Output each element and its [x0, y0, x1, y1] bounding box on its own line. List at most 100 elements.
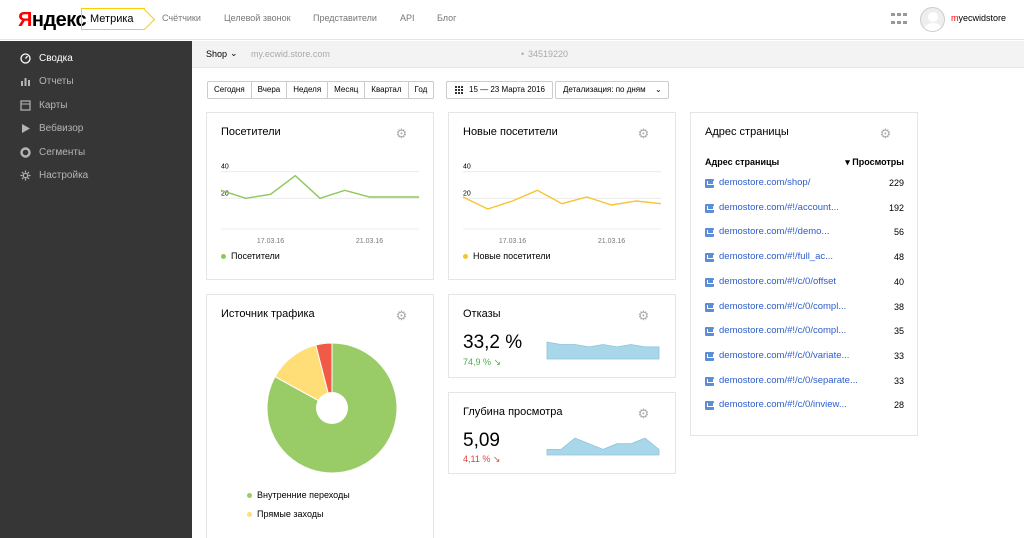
- widget-title: Новые посетители: [463, 126, 558, 138]
- page-url-link[interactable]: demostore.com/#!/demo...: [719, 226, 830, 238]
- nav-representatives[interactable]: Представители: [313, 13, 377, 23]
- gear-icon[interactable]: ⚙: [395, 126, 408, 141]
- sidebar-item-segments[interactable]: Сегменты: [0, 141, 192, 163]
- detail-label: Детализация: по дням: [563, 85, 646, 94]
- page-views-value: 35: [893, 326, 904, 337]
- column-header-views[interactable]: ▾ Просмотры: [845, 157, 904, 167]
- y-tick-label: 20: [221, 190, 229, 197]
- gear-icon[interactable]: ⚙: [395, 308, 408, 323]
- external-link-icon[interactable]: [705, 277, 714, 287]
- page-url-link[interactable]: demostore.com/#!/full_ac...: [719, 251, 834, 263]
- date-range-button[interactable]: 15 — 23 Марта 2016: [446, 81, 553, 99]
- gear-icon[interactable]: ⚙: [879, 126, 892, 141]
- chart-legend: Посетители: [221, 251, 280, 261]
- page-url-link[interactable]: demostore.com/#!/c/0/inview...: [719, 399, 847, 411]
- period-quarter[interactable]: Квартал: [365, 82, 409, 98]
- donut-hole: [316, 392, 348, 424]
- table-row[interactable]: demostore.com/#!/c/0/inview... 28: [705, 399, 904, 413]
- gear-icon[interactable]: ⚙: [637, 406, 650, 421]
- sidebar-item-settings[interactable]: Настройка: [0, 164, 192, 186]
- table-row[interactable]: demostore.com/#!/full_ac... 48: [705, 251, 904, 265]
- chart-legend-item: Прямые заходы: [247, 509, 323, 519]
- chevron-down-icon[interactable]: ⌄: [230, 48, 238, 58]
- table-header: Адрес страницы ▾ Просмотры: [705, 157, 904, 167]
- breadcrumb: Shop ⌄ my.ecwid.store.com • 34519220: [192, 41, 1024, 68]
- external-link-icon[interactable]: [705, 228, 714, 238]
- widget-title: Адрес страницы: [705, 126, 789, 138]
- external-link-icon[interactable]: [705, 401, 714, 411]
- page-url-link[interactable]: demostore.com/#!/account...: [719, 201, 839, 213]
- sidebar-item-maps[interactable]: Карты: [0, 94, 192, 116]
- sidebar-item-label: Настройка: [39, 169, 89, 181]
- product-tag-metrika[interactable]: Метрика: [81, 8, 145, 30]
- sidebar-item-webvisor[interactable]: Вебвизор: [0, 117, 192, 139]
- external-link-icon[interactable]: [705, 351, 714, 361]
- sidebar-item-label: Вебвизор: [39, 122, 84, 134]
- external-link-icon[interactable]: [705, 253, 714, 263]
- avatar[interactable]: [920, 7, 945, 32]
- counter-selector[interactable]: Shop: [206, 49, 228, 59]
- table-row[interactable]: demostore.com/#!/c/0/variate... 33: [705, 350, 904, 364]
- external-link-icon[interactable]: [705, 327, 714, 337]
- chart-legend: Новые посетители: [463, 251, 551, 261]
- pie-slice[interactable]: [315, 342, 333, 409]
- period-month[interactable]: Месяц: [328, 82, 366, 98]
- nav-api[interactable]: API: [400, 13, 415, 23]
- new-visitors-line-chart: 40 20 17.03.16 21.03.16: [462, 164, 662, 245]
- table-row[interactable]: demostore.com/#!/account... 192: [705, 202, 904, 216]
- page-url-link[interactable]: demostore.com/shop/: [719, 177, 811, 188]
- sparkline-area: [546, 437, 660, 456]
- calendar-icon: [455, 86, 464, 94]
- gear-icon[interactable]: ⚙: [637, 126, 650, 141]
- period-today[interactable]: Сегодня: [208, 82, 252, 98]
- pie-slice[interactable]: [266, 342, 398, 474]
- external-link-icon[interactable]: [705, 203, 714, 213]
- bounce-sparkline: [546, 341, 660, 360]
- yandex-logo[interactable]: Яндекс: [18, 9, 87, 32]
- metric-delta: 4,11 % ↘: [463, 454, 501, 464]
- table-row[interactable]: demostore.com/#!/c/0/separate... 33: [705, 375, 904, 389]
- chevron-down-icon: ⌄: [654, 85, 662, 94]
- detail-dropdown[interactable]: Детализация: по дням ⌄: [555, 81, 669, 99]
- legend-label: Посетители: [231, 251, 280, 261]
- table-row[interactable]: demostore.com/#!/demo... 56: [705, 226, 904, 240]
- period-year[interactable]: Год: [414, 85, 428, 94]
- page-url-link[interactable]: demostore.com/#!/c/0/offset: [719, 275, 837, 287]
- page-url-link[interactable]: demostore.com/#!/c/0/compl...: [719, 325, 847, 337]
- visitors-line-chart: 40 20 17.03.16 21.03.16: [220, 164, 419, 245]
- widget-title: Отказы: [463, 308, 501, 320]
- external-link-icon[interactable]: [705, 302, 714, 312]
- external-link-icon[interactable]: [705, 376, 714, 386]
- username[interactable]: myecwidstore: [951, 13, 1006, 23]
- apps-grid-icon[interactable]: [891, 13, 907, 26]
- period-yesterday[interactable]: Вчера: [252, 82, 288, 98]
- nav-call-tracking[interactable]: Целевой звонок: [224, 13, 291, 23]
- sidebar-item-reports[interactable]: Отчеты: [0, 70, 192, 92]
- table-row[interactable]: demostore.com/#!/c/0/compl... 38: [705, 301, 904, 315]
- map-icon: [19, 99, 31, 111]
- sidebar-item-summary[interactable]: Сводка: [0, 47, 192, 69]
- table-row[interactable]: demostore.com/shop/229: [705, 177, 904, 191]
- table-row[interactable]: demostore.com/#!/c/0/offset 40: [705, 276, 904, 290]
- page-url-link[interactable]: demostore.com/#!/c/0/separate...: [719, 374, 858, 386]
- nav-counters[interactable]: Счётчики: [162, 13, 201, 23]
- column-header-address[interactable]: Адрес страницы: [705, 157, 780, 167]
- page-views-value: 33: [893, 350, 904, 361]
- widget-new-visitors: Новые посетители ⚙ 40 20 17.03.16 21.03.16 …: [448, 112, 676, 280]
- page-url-link[interactable]: demostore.com/#!/c/0/compl...: [719, 300, 847, 312]
- gear-icon[interactable]: ⚙: [637, 308, 650, 323]
- widget-traffic-source: Источник трафика ⚙ Внутренние переходы П…: [206, 294, 434, 538]
- legend-dot: [463, 253, 468, 259]
- period-week[interactable]: Неделя: [287, 82, 329, 98]
- widget-visitors: Посетители ⚙ 40 20 17.03.16 21.03.16 Посети…: [206, 112, 434, 280]
- logo-rest: ндекс: [31, 9, 87, 31]
- page-views-value: 40: [893, 276, 904, 287]
- table-row[interactable]: demostore.com/#!/c/0/compl... 35: [705, 325, 904, 339]
- page-url-link[interactable]: demostore.com/#!/c/0/variate...: [719, 349, 850, 361]
- y-tick-label: 40: [221, 164, 229, 171]
- external-link-icon[interactable]: [705, 179, 714, 188]
- widget-title: Глубина просмотра: [463, 406, 563, 418]
- widget-bounce-rate: Отказы ⚙ 33,2 % 74,9 % ↘: [448, 294, 676, 378]
- username-rest: yecwidstore: [958, 13, 1007, 23]
- nav-blog[interactable]: Блог: [437, 13, 457, 23]
